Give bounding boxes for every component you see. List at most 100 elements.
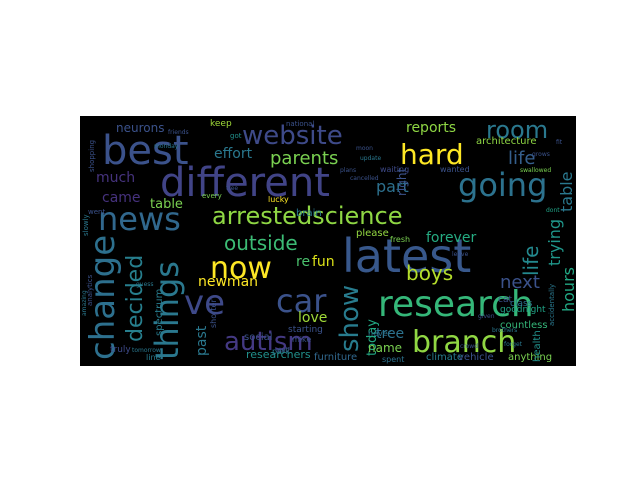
word-never: never	[368, 329, 392, 338]
word-plans: plans	[340, 167, 356, 174]
word-car: car	[276, 282, 327, 320]
word-fit: fit	[556, 139, 563, 146]
word-every: every	[202, 192, 222, 200]
word-wanted: wanted	[440, 165, 470, 174]
word-cloud-svg: best website room hard different going n…	[81, 116, 576, 364]
word-next: next	[500, 272, 540, 293]
word-boys: table	[557, 171, 576, 212]
word-autism: autism	[224, 327, 313, 357]
word-update: update	[360, 155, 381, 162]
word-starting: starting	[288, 325, 323, 335]
word-cancelled: cancelled	[350, 175, 379, 182]
word-room: room	[486, 116, 548, 144]
word-name: name	[368, 341, 402, 355]
word-best: best	[102, 128, 189, 174]
word-social: social	[244, 332, 273, 343]
word-reports: reports	[406, 120, 456, 136]
word-neurons: neurons	[116, 121, 164, 135]
word-went: went	[88, 208, 105, 216]
word-leave: leave	[452, 251, 469, 258]
word-keep: keep	[210, 119, 232, 129]
word-forget: forget	[504, 341, 523, 348]
word-park: park	[272, 347, 290, 356]
word-ve: ve	[184, 283, 225, 323]
word-right: right	[395, 168, 409, 196]
word-guess: guess	[136, 281, 154, 288]
word-shopping: shopping	[88, 140, 96, 172]
word-climate: climate	[426, 352, 463, 363]
word-cat: cat	[498, 295, 512, 305]
word-fun: fun	[312, 254, 335, 270]
word-love: love	[298, 310, 327, 326]
word-moment: trying	[545, 219, 564, 266]
word-newman: newman	[198, 274, 258, 290]
word-much: much	[96, 170, 135, 186]
word-analytics: analytics	[86, 274, 94, 306]
word-please: please	[356, 228, 389, 239]
word-goodnight: goodnight	[500, 305, 546, 315]
word-latest: latest	[342, 229, 471, 283]
word-brain: brain	[296, 208, 322, 219]
word-fresh: fresh	[390, 235, 410, 244]
word-crowd: crowd	[460, 343, 478, 350]
word-amazing: amazing	[81, 290, 88, 316]
word-re: re	[296, 254, 310, 270]
word-came: came	[102, 190, 141, 206]
word-spent: spent	[382, 355, 404, 364]
word-parents: parents	[270, 148, 338, 169]
word-research: research	[378, 284, 534, 325]
word-table: life	[508, 148, 535, 169]
word-show: show	[335, 285, 365, 352]
word-today: today	[365, 319, 380, 356]
word-moon: moon	[356, 145, 373, 152]
word-spectrum: spectrum	[154, 289, 165, 336]
word-past: past	[194, 325, 210, 356]
word-friends: friends	[168, 129, 189, 136]
word-part: part	[376, 177, 409, 196]
word-cloud-image: best website room hard different going n…	[80, 116, 576, 366]
word-mike: mike	[292, 335, 311, 344]
word-national: national	[286, 120, 314, 128]
word-everyone: boys	[406, 261, 453, 285]
word-slowly: slowly	[82, 214, 90, 236]
word-decided: decided	[123, 255, 148, 342]
word-tomorrow: tomorrow	[132, 347, 161, 354]
word-trying: life	[519, 246, 543, 276]
word-hours: hours	[559, 267, 576, 312]
word-things: things	[148, 261, 186, 360]
word-tree-small: tree	[226, 185, 238, 192]
word-website: website	[242, 121, 343, 151]
word-waiting: waiting	[380, 165, 409, 174]
word-branch: branch	[412, 325, 516, 360]
word-shorter: shorter	[209, 299, 218, 328]
word-now: now	[210, 251, 272, 286]
word-class: class	[510, 299, 533, 309]
word-health: health	[532, 330, 543, 362]
word-countless: countless	[500, 320, 548, 331]
word-lucky: lucky	[268, 195, 289, 204]
word-vehicle: vehicle	[458, 352, 494, 363]
word-monday: monday	[154, 143, 179, 150]
word-line: line	[146, 353, 161, 362]
word-stuff: stuff	[276, 347, 290, 354]
word-news: news	[98, 200, 181, 238]
word-life: table	[150, 197, 183, 212]
word-researchers: researchers	[246, 348, 311, 361]
word-anything: anything	[508, 352, 552, 363]
word-accidentally: accidentally	[548, 284, 556, 326]
word-grows: grows	[532, 151, 550, 158]
word-outside: outside	[224, 231, 298, 255]
word-brothers: brothers	[492, 327, 517, 334]
word-truly: truly	[110, 345, 131, 355]
word-change: change	[83, 235, 123, 360]
word-different: different	[160, 160, 330, 206]
word-dont: dont	[546, 207, 560, 214]
word-swallowed: swallowed	[520, 167, 551, 174]
word-arrestedscience: arrestedscience	[212, 202, 402, 230]
word-hard: hard	[400, 138, 464, 171]
word-furniture: furniture	[314, 352, 357, 363]
word-going: going	[458, 166, 547, 204]
word-architecture: architecture	[476, 136, 537, 147]
word-got: got	[230, 132, 242, 140]
